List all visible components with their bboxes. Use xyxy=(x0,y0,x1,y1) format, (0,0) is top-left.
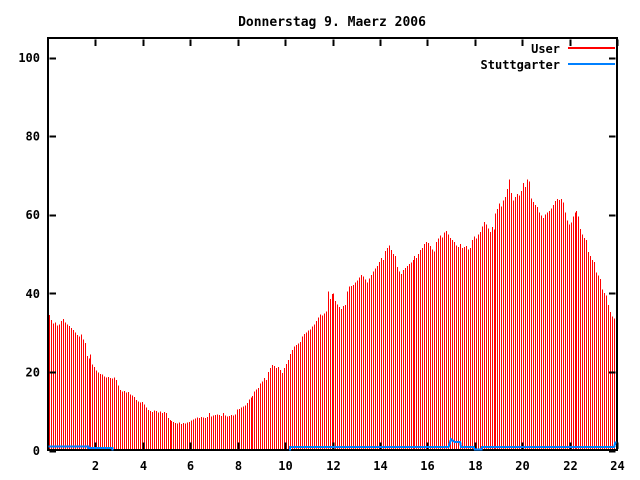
x-tick-label: 18 xyxy=(468,459,482,473)
y-tick-label: 100 xyxy=(18,51,40,65)
stuttgarter-series xyxy=(48,437,617,451)
x-tick-label: 2 xyxy=(92,459,99,473)
plot-border xyxy=(47,37,618,451)
legend-label-user: User xyxy=(531,42,560,56)
x-tick-label: 20 xyxy=(515,459,529,473)
x-tick-label: 10 xyxy=(278,459,292,473)
y-tick-label: 0 xyxy=(33,444,40,458)
x-tick-label: 6 xyxy=(187,459,194,473)
y-tick-label: 80 xyxy=(26,130,40,144)
y-tick-label: 60 xyxy=(26,208,40,222)
x-tick-label: 24 xyxy=(610,459,624,473)
y-tick-label: 20 xyxy=(26,365,40,379)
stuttgarter-line-segment xyxy=(288,437,617,451)
y-tick-label: 40 xyxy=(26,287,40,301)
legend-label-stuttgarter: Stuttgarter xyxy=(481,58,560,72)
x-tick-label: 16 xyxy=(420,459,434,473)
chart-title: Donnerstag 9. Maerz 2006 xyxy=(238,15,426,30)
x-tick-label: 14 xyxy=(373,459,387,473)
x-tick-label: 4 xyxy=(140,459,147,473)
user-series-bars xyxy=(49,179,617,450)
x-tick-label: 12 xyxy=(326,459,340,473)
x-tick-label: 22 xyxy=(563,459,577,473)
x-tick-label: 8 xyxy=(235,459,242,473)
legend: User Stuttgarter xyxy=(481,42,615,72)
stuttgarter-line-segment xyxy=(48,445,114,451)
